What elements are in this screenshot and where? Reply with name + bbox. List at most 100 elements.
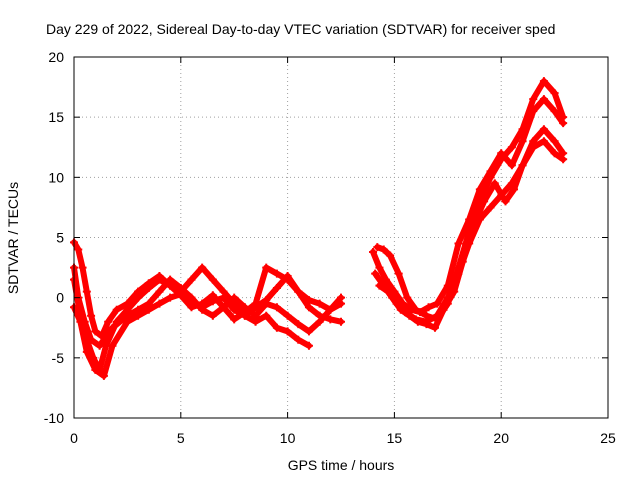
data-point	[507, 179, 516, 188]
data-point	[208, 275, 217, 284]
data-point	[219, 293, 228, 302]
y-tick-label: 20	[48, 49, 64, 65]
data-point	[155, 275, 164, 284]
data-point	[454, 269, 463, 278]
data-point	[315, 317, 324, 326]
data-point	[443, 293, 452, 302]
y-tick-label: -10	[44, 410, 64, 426]
data-point	[108, 323, 117, 332]
data-point	[529, 95, 538, 104]
data-point	[379, 245, 388, 254]
data-point	[272, 269, 281, 278]
data-point	[539, 125, 548, 134]
data-point	[251, 317, 260, 326]
data-point	[262, 263, 271, 272]
data-point	[304, 341, 313, 350]
data-point	[465, 215, 474, 224]
series-trace-6	[369, 95, 568, 317]
data-point	[230, 293, 239, 302]
data-point	[294, 287, 303, 296]
data-point	[99, 371, 108, 380]
y-tick-label: 5	[56, 230, 64, 246]
data-point	[375, 281, 384, 290]
data-point	[272, 323, 281, 332]
data-point	[550, 89, 559, 98]
data-point	[369, 247, 378, 256]
data-point	[283, 311, 292, 320]
data-point	[87, 311, 96, 320]
data-point	[104, 317, 113, 326]
data-point	[74, 245, 83, 254]
x-tick-label: 25	[600, 430, 616, 446]
data-point	[112, 305, 121, 314]
data-point	[422, 317, 431, 326]
y-axis-label: SDTVAR / TECUs	[5, 182, 21, 294]
data-point	[262, 311, 271, 320]
data-point	[403, 293, 412, 302]
data-point	[240, 311, 249, 320]
data-point	[144, 284, 153, 293]
data-point	[91, 365, 100, 374]
data-point	[82, 347, 91, 356]
y-tick-label: 15	[48, 109, 64, 125]
data-point	[283, 272, 292, 281]
data-point	[326, 305, 335, 314]
data-point	[507, 143, 516, 152]
data-point	[176, 290, 185, 299]
data-point	[208, 311, 217, 320]
data-point	[392, 299, 401, 308]
data-point	[486, 203, 495, 212]
data-point	[283, 327, 292, 336]
data-point	[198, 263, 207, 272]
data-point	[559, 119, 568, 128]
chart-title: Day 229 of 2022, Sidereal Day-to-day VTE…	[46, 21, 555, 37]
data-point	[123, 317, 132, 326]
data-point	[337, 317, 345, 326]
series-trace-4	[70, 290, 313, 380]
data-point	[394, 269, 403, 278]
axis-ticks: 0 5 10 15 20 25 -10 -5 0 5 10 15 20	[44, 49, 616, 446]
data-point	[373, 243, 382, 252]
data-point	[550, 107, 559, 116]
x-tick-label: 20	[493, 430, 509, 446]
data-point	[433, 299, 442, 308]
data-point	[475, 185, 484, 194]
data-point	[78, 263, 87, 272]
series-trace-5	[373, 77, 568, 324]
data-point	[401, 308, 410, 317]
data-point	[251, 303, 260, 312]
data-point	[155, 299, 164, 308]
data-point	[304, 327, 313, 336]
data-series	[70, 77, 568, 380]
x-axis-label: GPS time / hours	[288, 457, 395, 473]
data-point	[539, 77, 548, 86]
x-tick-label: 0	[70, 430, 78, 446]
data-point	[486, 167, 495, 176]
data-point	[375, 263, 384, 272]
data-point	[144, 305, 153, 314]
data-point	[304, 296, 313, 305]
data-point	[108, 341, 117, 350]
data-point	[262, 299, 271, 308]
data-point	[240, 303, 249, 312]
data-point	[315, 299, 324, 308]
data-point	[407, 305, 416, 314]
data-point	[134, 293, 143, 302]
data-point	[539, 95, 548, 104]
y-tick-label: -5	[52, 350, 65, 366]
data-point	[82, 287, 91, 296]
data-point	[411, 315, 420, 324]
data-point	[208, 297, 217, 306]
data-point	[475, 215, 484, 224]
data-point	[518, 137, 527, 146]
data-point	[91, 327, 100, 336]
data-point	[550, 137, 559, 146]
data-point	[166, 275, 175, 284]
data-point	[304, 303, 313, 312]
series-trace-8	[375, 137, 568, 326]
data-point	[383, 287, 392, 296]
data-point	[187, 275, 196, 284]
data-point	[518, 161, 527, 170]
data-point	[134, 311, 143, 320]
